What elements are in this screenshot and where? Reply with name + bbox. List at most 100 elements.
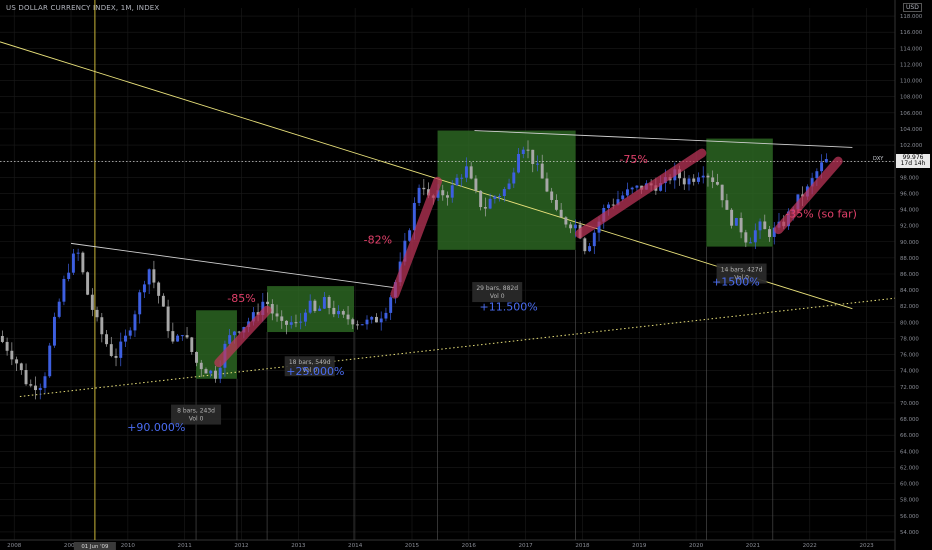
annotation-label: +11.500% — [480, 300, 538, 313]
x-tick-label: 2020 — [689, 543, 704, 549]
candle-body — [422, 187, 426, 190]
y-tick-label: 74.000 — [900, 369, 919, 375]
x-tick-label: 2022 — [803, 543, 817, 549]
y-tick-label: 98.000 — [900, 175, 919, 181]
correction-path — [390, 176, 443, 299]
candle-body — [29, 384, 33, 386]
candle-body — [701, 175, 705, 178]
x-tick-label: 2016 — [462, 543, 477, 549]
x-tick-label: 2010 — [121, 543, 136, 549]
candle-body — [95, 309, 99, 318]
candle-body — [488, 198, 492, 209]
y-tick-label: 70.000 — [900, 401, 919, 407]
bar-countdown: 17d 14h — [900, 160, 926, 167]
candle-body — [52, 316, 56, 346]
candle-body — [460, 177, 464, 179]
trendline — [474, 130, 853, 148]
candle-body — [559, 209, 563, 218]
candle-body — [185, 335, 189, 338]
candle-body — [824, 159, 828, 163]
y-tick-label: 82.000 — [900, 304, 919, 310]
y-tick-label: 58.000 — [900, 498, 919, 504]
currency-badge[interactable]: USD — [903, 3, 922, 12]
candle-body — [611, 204, 615, 206]
x-tick-label: 2012 — [234, 543, 248, 549]
candle-body — [616, 199, 620, 205]
y-tick-label: 104.000 — [900, 127, 923, 133]
annotation-label: +1500% — [712, 275, 760, 288]
trendline — [70, 242, 395, 289]
candle-body — [57, 301, 61, 317]
consolidation-box — [706, 138, 773, 247]
candle-body — [161, 295, 165, 307]
candle-body — [706, 175, 710, 178]
candle-body — [455, 177, 459, 186]
candle-body — [199, 362, 203, 370]
annotation-label: -85% — [227, 292, 255, 305]
annotation-label: -35% (so far) — [785, 208, 857, 221]
candle-body — [450, 185, 454, 198]
candle-body — [493, 196, 497, 199]
trendline — [0, 41, 853, 310]
candle-body — [588, 246, 592, 252]
candle-body — [820, 162, 824, 172]
x-tick-label: 2019 — [632, 543, 647, 549]
y-tick-label: 90.000 — [900, 240, 919, 246]
candle-body — [176, 335, 180, 342]
candle-body — [109, 344, 113, 356]
x-tick-label: 2008 — [7, 543, 22, 549]
measure-box-vol: Vol 0 — [490, 293, 505, 300]
candle-body — [38, 387, 42, 391]
y-tick-label: 68.000 — [900, 417, 919, 423]
candle-body — [303, 312, 307, 322]
candle-body — [119, 341, 123, 358]
candle-body — [370, 316, 374, 320]
candle-body — [526, 149, 530, 151]
candle-body — [436, 190, 440, 198]
candle-body — [356, 324, 359, 326]
candle-body — [24, 370, 28, 385]
current-price-value: 99.976 — [902, 154, 924, 161]
candle-body — [536, 163, 539, 165]
candle-body — [564, 217, 568, 225]
candle-body — [270, 304, 274, 314]
candle-body — [322, 297, 326, 309]
candle-body — [412, 202, 416, 231]
candle-body — [507, 183, 511, 190]
candle-body — [768, 229, 771, 237]
y-tick-label: 64.000 — [900, 449, 919, 455]
highlight-date-box — [73, 542, 116, 550]
candle-body — [758, 221, 762, 231]
candle-body — [152, 269, 156, 283]
x-tick-label: 2014 — [348, 543, 363, 549]
candle-body — [810, 178, 814, 187]
candle-body — [294, 322, 298, 324]
candle-body — [692, 178, 696, 182]
annotation-label: -75% — [619, 153, 647, 166]
y-tick-label: 80.000 — [900, 320, 919, 326]
candle-body — [763, 221, 767, 230]
y-tick-label: 96.000 — [900, 191, 919, 197]
candle-body — [280, 316, 284, 321]
candle-body — [512, 172, 516, 184]
trendline — [19, 297, 896, 398]
y-tick-label: 78.000 — [900, 336, 919, 342]
candle-body — [213, 370, 217, 379]
consolidation-box — [437, 130, 576, 250]
candle-body — [133, 314, 137, 331]
candle-body — [360, 324, 364, 326]
y-tick-label: 118.000 — [900, 14, 923, 20]
candle-body — [725, 200, 729, 210]
candle-body — [266, 301, 270, 305]
candle-body — [313, 300, 317, 311]
annotation-label: -82% — [364, 233, 392, 246]
candle-body — [483, 207, 487, 209]
candle-body — [469, 166, 473, 179]
candle-body — [5, 341, 9, 351]
candle-body — [403, 240, 407, 262]
candle-body — [67, 272, 71, 279]
candle-body — [417, 187, 421, 203]
candle-body — [299, 321, 303, 323]
y-tick-label: 60.000 — [900, 482, 919, 488]
